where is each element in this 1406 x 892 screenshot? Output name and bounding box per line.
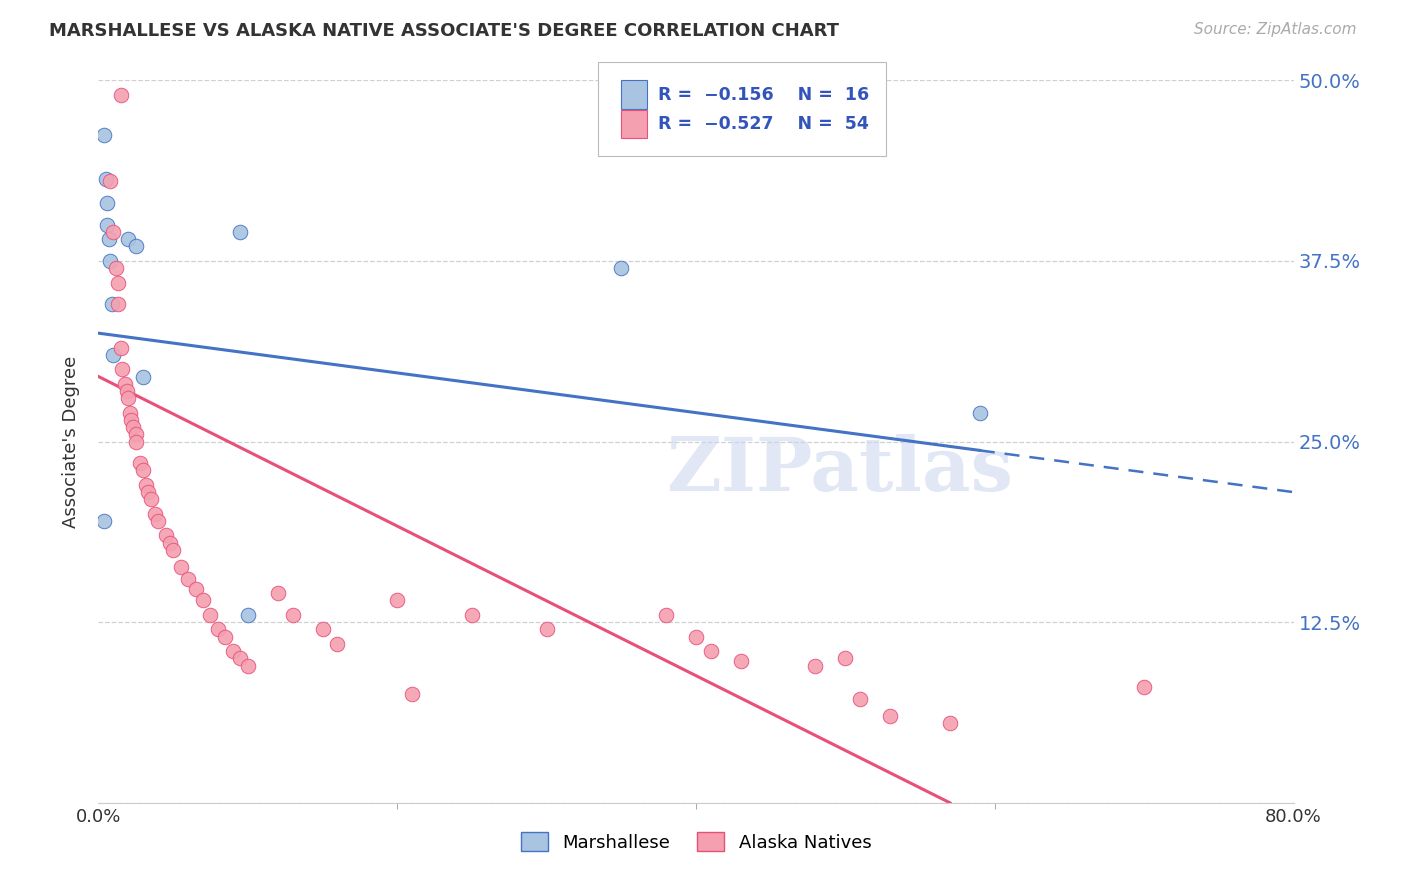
Point [93, 128, 115, 143]
Point [610, 261, 633, 276]
Point [200, 607, 222, 622]
Point [107, 276, 129, 290]
Point [1133, 680, 1156, 694]
Point [101, 297, 124, 311]
Point [401, 687, 423, 701]
Point [93, 514, 115, 528]
Point [155, 528, 177, 542]
Point [117, 232, 139, 246]
Point [117, 391, 139, 405]
Point [98, 174, 122, 188]
Point [267, 586, 290, 600]
Point [105, 261, 128, 276]
Point [96, 196, 118, 211]
Point [222, 644, 245, 658]
Point [132, 369, 155, 384]
Point [129, 456, 152, 470]
Point [98, 253, 122, 268]
Point [136, 485, 159, 500]
Point [834, 651, 856, 665]
Point [115, 384, 138, 398]
Point [385, 593, 409, 607]
Point [103, 225, 125, 239]
Point [655, 607, 678, 622]
Point [110, 87, 132, 102]
Point [849, 691, 872, 706]
Point [191, 593, 214, 607]
Point [700, 644, 723, 658]
Point [169, 560, 191, 574]
Point [135, 478, 157, 492]
Point [94, 171, 117, 186]
Point [121, 420, 143, 434]
Point [114, 376, 136, 391]
Point [148, 514, 170, 528]
Point [184, 582, 207, 596]
Text: R =  −0.156    N =  16: R = −0.156 N = 16 [658, 86, 869, 103]
Point [685, 630, 707, 644]
Text: ZIPatlas: ZIPatlas [666, 434, 1012, 507]
Point [177, 572, 200, 586]
Point [103, 348, 125, 362]
Point [139, 492, 162, 507]
Point [461, 607, 484, 622]
Point [110, 341, 132, 355]
Point [96, 218, 118, 232]
Point [214, 630, 236, 644]
Point [120, 413, 142, 427]
Point [118, 406, 141, 420]
Point [97, 232, 120, 246]
Point [969, 406, 991, 420]
Point [159, 535, 181, 549]
Point [311, 623, 333, 637]
Point [236, 658, 259, 673]
Point [730, 654, 752, 668]
Text: MARSHALLESE VS ALASKA NATIVE ASSOCIATE'S DEGREE CORRELATION CHART: MARSHALLESE VS ALASKA NATIVE ASSOCIATE'S… [49, 22, 839, 40]
Point [143, 507, 166, 521]
Point [162, 542, 184, 557]
Point [236, 607, 259, 622]
Point [207, 623, 229, 637]
Point [132, 463, 155, 477]
Point [879, 709, 901, 723]
Legend: Marshallese, Alaska Natives: Marshallese, Alaska Natives [513, 825, 879, 859]
Point [536, 623, 558, 637]
Text: R =  −0.527    N =  54: R = −0.527 N = 54 [658, 115, 869, 133]
Point [111, 362, 134, 376]
Point [281, 607, 304, 622]
Point [326, 637, 349, 651]
Point [125, 427, 148, 442]
Point [107, 297, 129, 311]
Point [229, 651, 252, 665]
Point [939, 716, 962, 731]
Y-axis label: Associate's Degree: Associate's Degree [62, 355, 80, 528]
Text: Source: ZipAtlas.com: Source: ZipAtlas.com [1194, 22, 1357, 37]
Point [229, 225, 252, 239]
Point [125, 239, 148, 253]
Point [125, 434, 148, 449]
Point [804, 658, 827, 673]
